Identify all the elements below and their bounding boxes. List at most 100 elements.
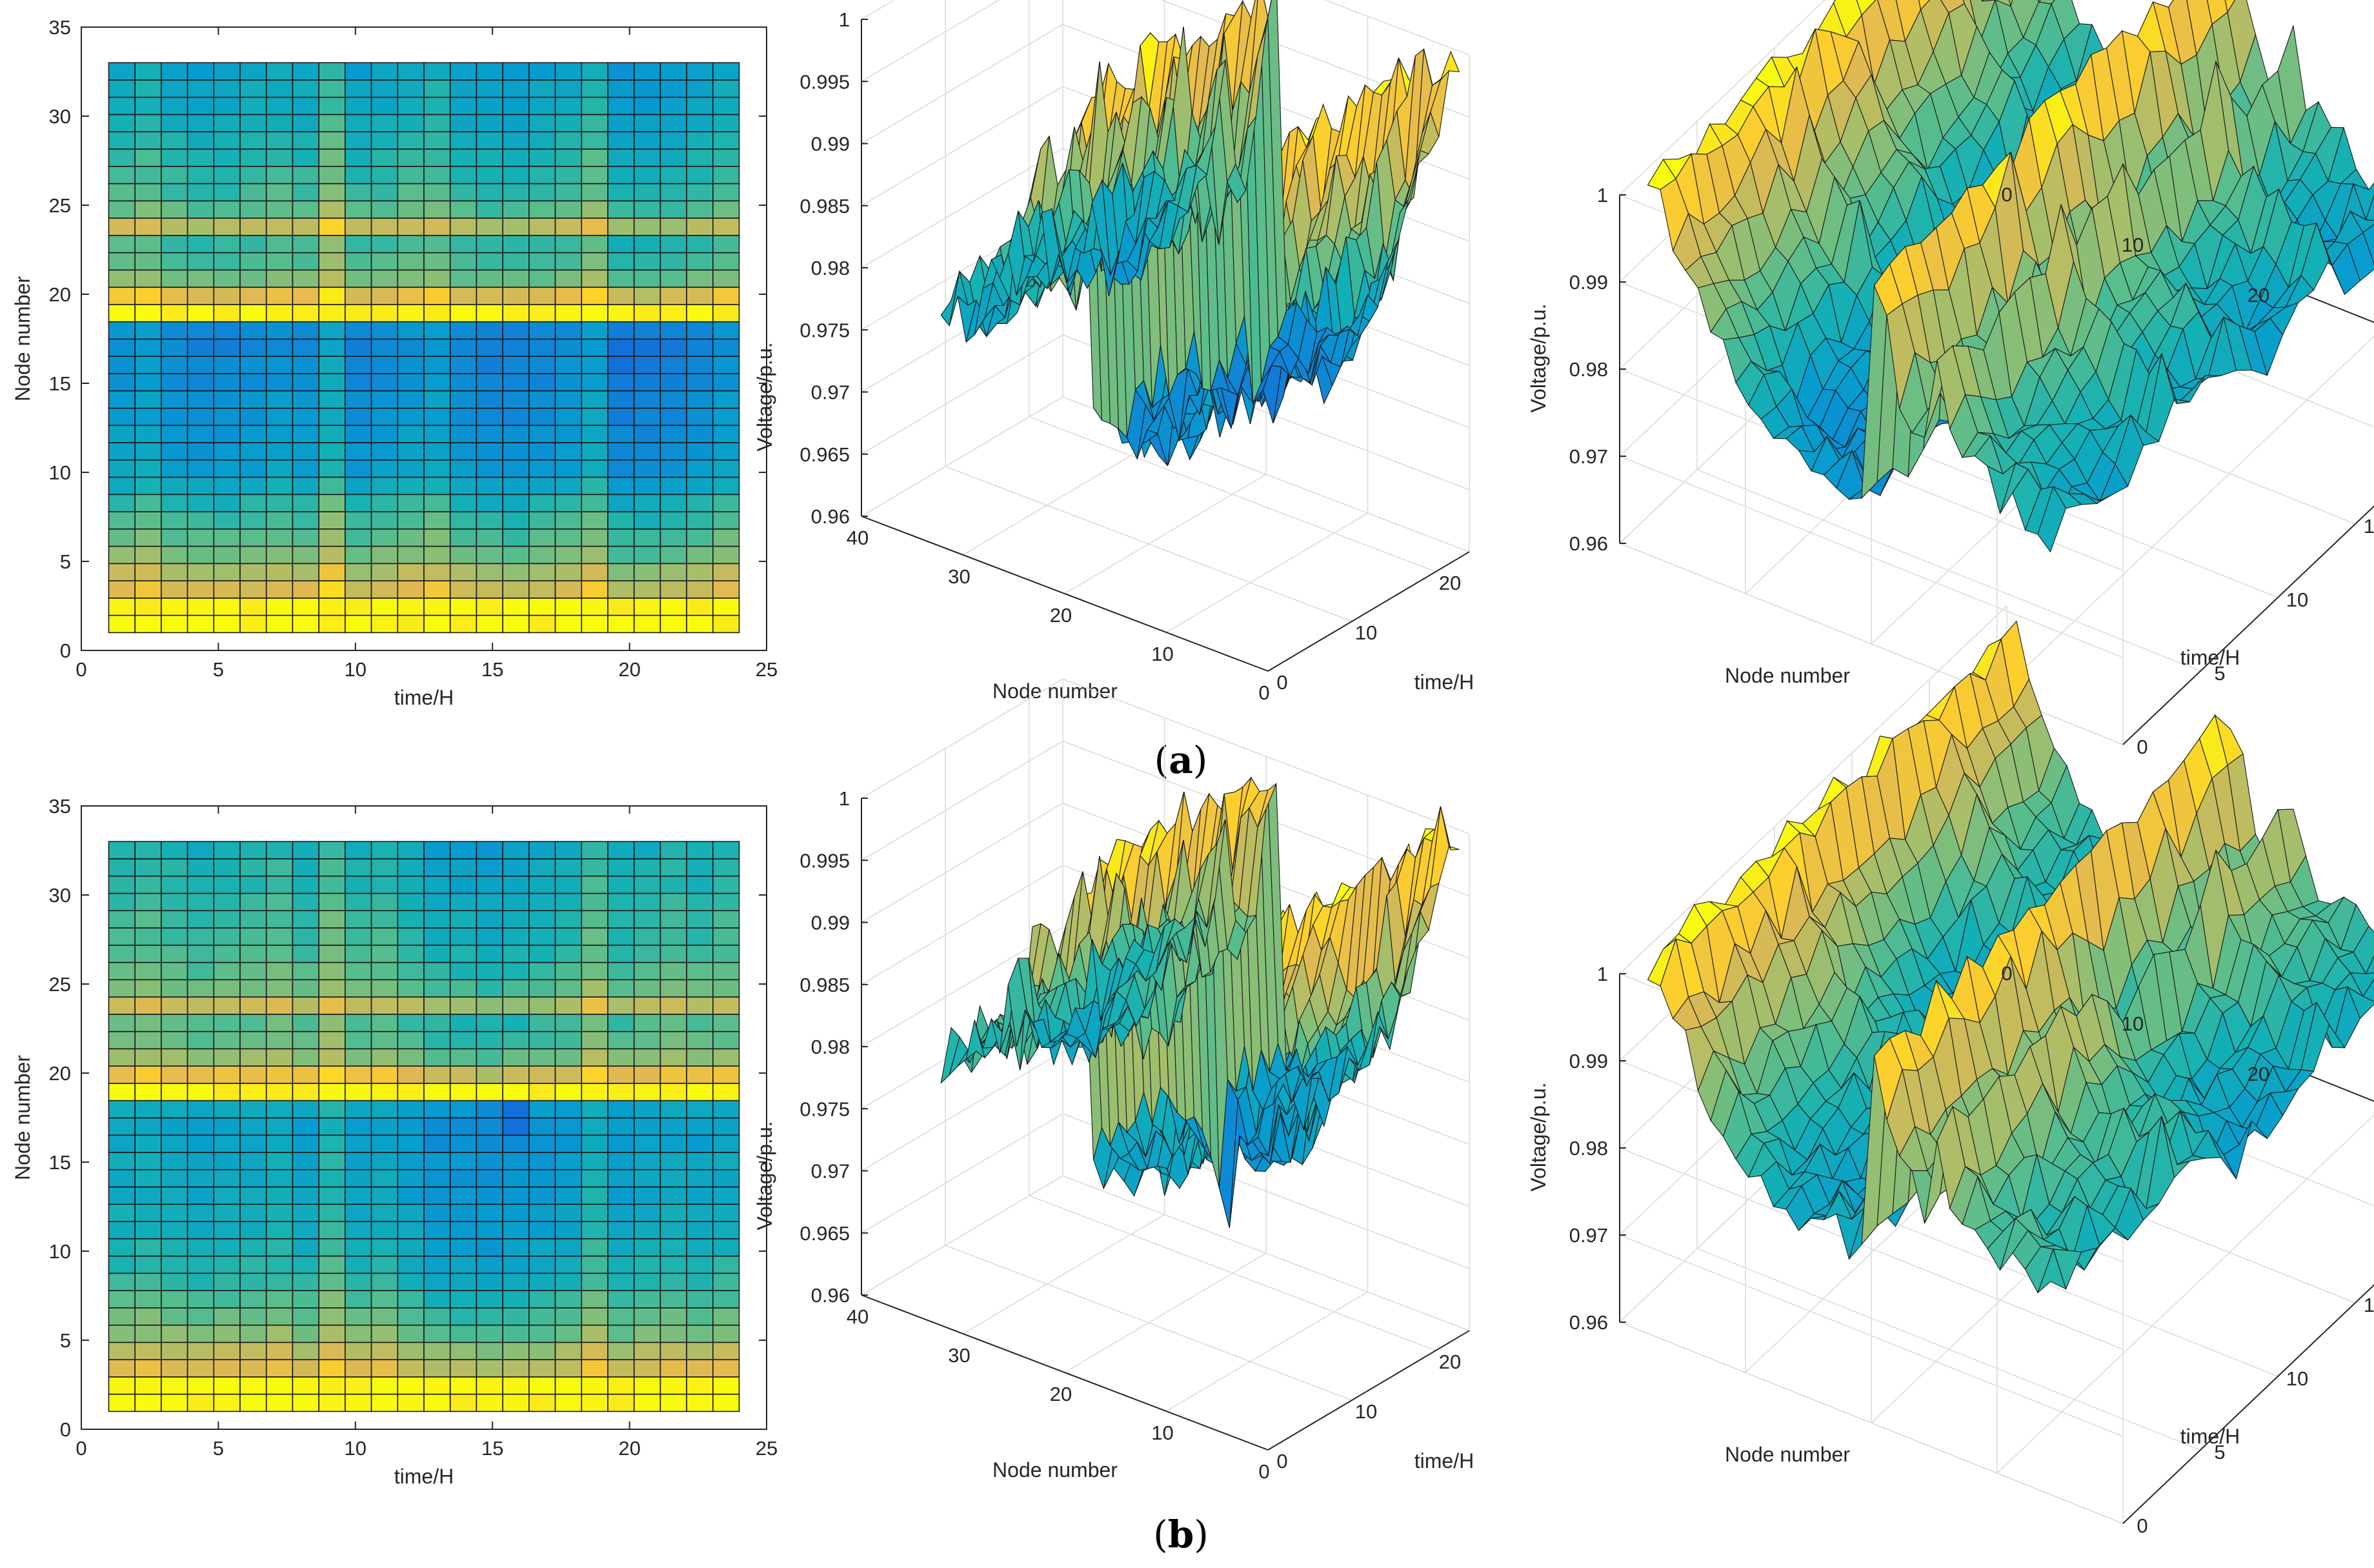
heatmap-cell (607, 217, 635, 236)
time-axis-label: time/H (1414, 670, 1474, 694)
node-tick-label: 0 (2001, 183, 2012, 206)
heatmap-cell (397, 1117, 425, 1136)
heatmap-cell (370, 1393, 399, 1412)
heatmap-cell (108, 1255, 136, 1274)
heatmap-cell (659, 563, 687, 581)
heatmap-cell (186, 1272, 215, 1291)
heatmap-cell (186, 892, 215, 912)
heatmap-cell (712, 1376, 740, 1395)
heatmap-cell (292, 580, 319, 599)
heatmap-cell (581, 459, 609, 478)
heatmap-cell (607, 1152, 635, 1171)
heatmap-cell (581, 1117, 609, 1136)
heatmap-cell (449, 148, 478, 167)
y-tick-label: 5 (60, 550, 71, 573)
heatmap-cell (581, 1272, 609, 1291)
heatmap-cell (292, 390, 319, 409)
heatmap-cell (449, 96, 478, 116)
heatmap-cell (581, 286, 609, 305)
heatmap-cell (449, 476, 478, 496)
heatmap-cell (161, 356, 188, 374)
heatmap-cell (370, 1359, 399, 1378)
heatmap-cell (686, 858, 714, 877)
heatmap-cell (712, 390, 740, 409)
heatmap-cell (633, 148, 661, 167)
heatmap-cell (292, 442, 319, 461)
heatmap-cell (213, 545, 241, 565)
heatmap-cell (633, 841, 661, 859)
heatmap-cell (161, 1359, 188, 1378)
heatmap-cell (292, 1272, 319, 1291)
node-tick-label: 10 (1151, 643, 1173, 665)
heatmap-cell (712, 910, 740, 929)
heatmap-cell (712, 511, 740, 530)
heatmap-cell (397, 165, 425, 185)
heatmap-cell (476, 373, 503, 392)
heatmap-cell (607, 1393, 635, 1412)
axes-box (81, 26, 767, 651)
heatmap-cell (108, 235, 136, 254)
heatmap-cell (528, 1376, 556, 1395)
heatmap-cell (449, 1238, 478, 1257)
surface-a-2: 0.960.970.980.9910102030400510152025Node… (1527, 0, 2374, 758)
heatmap-cell (213, 979, 241, 998)
heatmap-cell (554, 1238, 583, 1257)
heatmap-cell (449, 1203, 478, 1222)
heatmap-cell (712, 96, 740, 116)
heatmap-cell (318, 1117, 346, 1136)
grid-line (1029, 1195, 1436, 1351)
heatmap-cell (502, 1117, 530, 1136)
heatmap-cell (186, 425, 215, 443)
heatmap-cell (712, 338, 740, 357)
heatmap-cell (134, 62, 162, 81)
grid-line (861, 865, 1063, 985)
heatmap-cell (712, 252, 740, 271)
heatmap-cell (213, 131, 241, 150)
heatmap-cell (449, 1359, 478, 1378)
heatmap-cell (554, 356, 583, 374)
heatmap-cell (213, 1169, 241, 1188)
heatmap-cell (239, 390, 267, 409)
heatmap-cell (554, 1290, 583, 1309)
heatmap-cell (712, 1221, 740, 1240)
surface-b-1: 0.960.9650.970.9750.980.9850.990.9951403… (753, 678, 1474, 1483)
heatmap-cell (633, 1272, 661, 1291)
heatmap-cell (318, 1203, 346, 1222)
heatmap-cell (581, 217, 609, 236)
heatmap-cell (476, 841, 503, 859)
heatmap-cell (686, 1030, 714, 1050)
heatmap-cell (370, 356, 399, 374)
heatmap-cell (712, 1393, 740, 1412)
heatmap-cell (108, 148, 136, 167)
heatmap-cell (161, 1030, 188, 1050)
heatmap-cell (239, 183, 267, 202)
heatmap-cell (213, 200, 241, 219)
heatmap-cell (161, 148, 188, 167)
grid-line (1064, 1252, 1267, 1373)
heatmap-cell (292, 875, 319, 894)
heatmap-cell (528, 96, 556, 116)
heatmap-cell (161, 131, 188, 150)
heatmap-cell (528, 1083, 556, 1101)
heatmap-cell (712, 944, 740, 963)
heatmap-cell (318, 1376, 346, 1395)
heatmap-cell (554, 1065, 583, 1084)
heatmap-cell (292, 1030, 319, 1050)
heatmap-cell (633, 183, 661, 202)
heatmap-cell (239, 425, 267, 443)
heatmap-cell (554, 1169, 583, 1188)
heatmap-cell (607, 235, 635, 254)
heatmap-cell (134, 1307, 162, 1326)
axes-box (81, 805, 767, 1430)
heatmap-cell (659, 183, 687, 202)
heatmap-cell (213, 217, 241, 236)
heatmap-cell (686, 131, 714, 150)
heatmap-cell (397, 580, 425, 599)
heatmap-cell (397, 996, 425, 1015)
heatmap-cell (213, 1376, 241, 1395)
heatmap-cell (292, 1324, 319, 1343)
heatmap-cell (633, 459, 661, 478)
heatmap-cell (659, 62, 687, 81)
heatmap-cell (397, 1255, 425, 1274)
heatmap-cell (345, 1203, 372, 1222)
